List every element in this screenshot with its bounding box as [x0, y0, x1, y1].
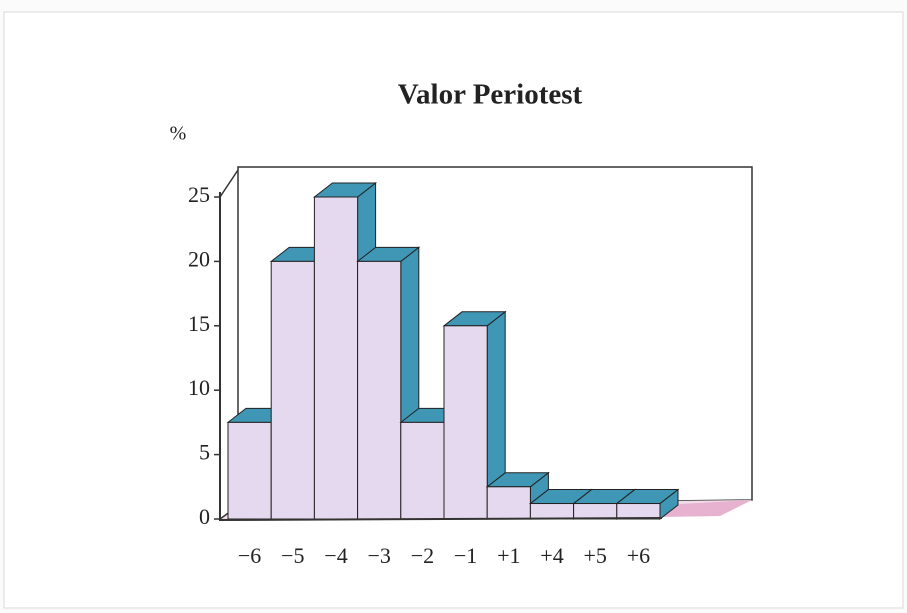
y-tick-label: 20 [188, 246, 210, 271]
x-tick-label: +4 [540, 543, 563, 568]
x-tick-label: −4 [324, 543, 347, 568]
floor-end [660, 500, 752, 517]
bar [486, 486, 531, 520]
y-tick-label: 0 [199, 504, 210, 529]
x-tick-label: −1 [454, 543, 477, 568]
chart-title: Valor Periotest [398, 79, 583, 111]
y-tick-label: 15 [188, 311, 210, 336]
y-tick-label: 25 [188, 182, 210, 207]
bars [226, 181, 680, 521]
bar [227, 421, 272, 520]
bar [270, 260, 315, 520]
bar [616, 503, 661, 520]
x-tick-label: +5 [583, 543, 606, 568]
bar [357, 260, 402, 520]
x-axis [219, 517, 663, 521]
bar [573, 503, 618, 520]
y-tick-label: 10 [188, 375, 210, 400]
bar [529, 503, 575, 520]
x-tick-label: −3 [367, 543, 390, 568]
y-tick-label: 5 [199, 440, 210, 465]
x-tick-label: +6 [627, 543, 650, 568]
x-tick-label: −5 [281, 543, 304, 568]
depth-edge [219, 169, 239, 198]
x-tick-label: −2 [411, 543, 434, 568]
y-axis-label: % [170, 123, 187, 145]
bar [313, 196, 359, 520]
x-tick-label: −6 [238, 543, 261, 568]
bar [400, 421, 445, 520]
bar [443, 325, 488, 520]
x-tick-label: +1 [497, 543, 520, 568]
